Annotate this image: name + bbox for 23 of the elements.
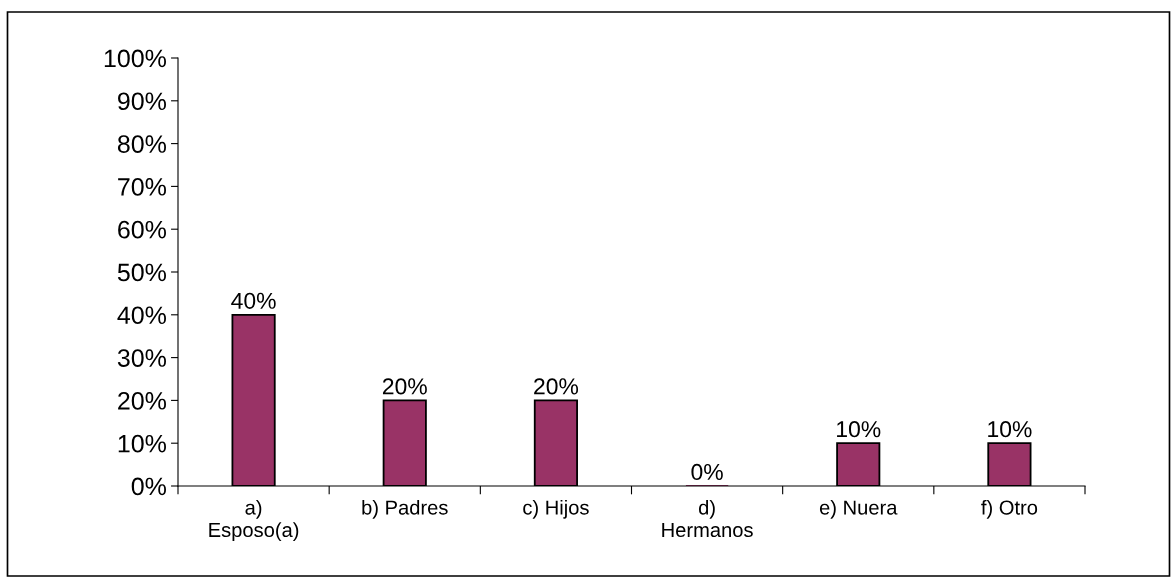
y-tick-label: 60% (118, 220, 166, 239)
x-tick-label: f) Otro (981, 499, 1038, 519)
data-label: 10% (837, 421, 881, 438)
y-tick-label: 80% (117, 135, 166, 153)
y-tick-label: 10% (118, 434, 166, 453)
y-tick-label: 100% (104, 49, 166, 68)
y-tick-label: 40% (117, 306, 166, 325)
y-tick-label: 30% (117, 349, 166, 367)
y-tick-label: 20% (118, 392, 166, 410)
data-label: 10% (988, 421, 1032, 438)
x-tick-label: c) Hijos (523, 499, 589, 519)
y-tick-label: 70% (118, 178, 166, 196)
y-tick-label: 90% (118, 92, 166, 111)
data-label: 20% (534, 378, 579, 395)
x-tick-label: e) Nuera (819, 499, 898, 519)
x-tick-label: a) Esposo(a) (209, 499, 299, 542)
y-tick-label: 50% (117, 263, 166, 282)
x-tick-label: b) Padres (362, 499, 448, 519)
data-label: 40% (231, 292, 276, 309)
x-tick-label: d) Hermanos (662, 499, 753, 538)
data-label: 20% (382, 378, 427, 395)
data-label: 0% (691, 463, 723, 481)
y-tick-label: 0% (131, 477, 166, 496)
